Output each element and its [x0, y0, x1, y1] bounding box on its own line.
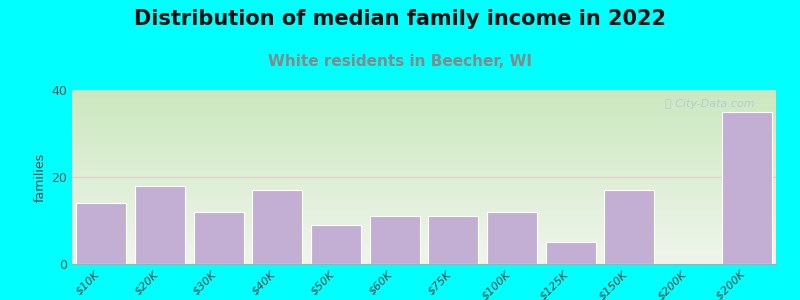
Bar: [487, 212, 537, 264]
Bar: [722, 112, 771, 264]
Bar: [77, 203, 126, 264]
Bar: [429, 216, 478, 264]
Bar: [605, 190, 654, 264]
Bar: [253, 190, 302, 264]
Y-axis label: families: families: [34, 152, 47, 202]
Bar: [194, 212, 243, 264]
Bar: [311, 225, 361, 264]
Text: Distribution of median family income in 2022: Distribution of median family income in …: [134, 9, 666, 29]
Bar: [546, 242, 595, 264]
Bar: [135, 186, 185, 264]
Text: Ⓣ City-Data.com: Ⓣ City-Data.com: [666, 99, 755, 109]
Bar: [370, 216, 419, 264]
Text: White residents in Beecher, WI: White residents in Beecher, WI: [268, 54, 532, 69]
